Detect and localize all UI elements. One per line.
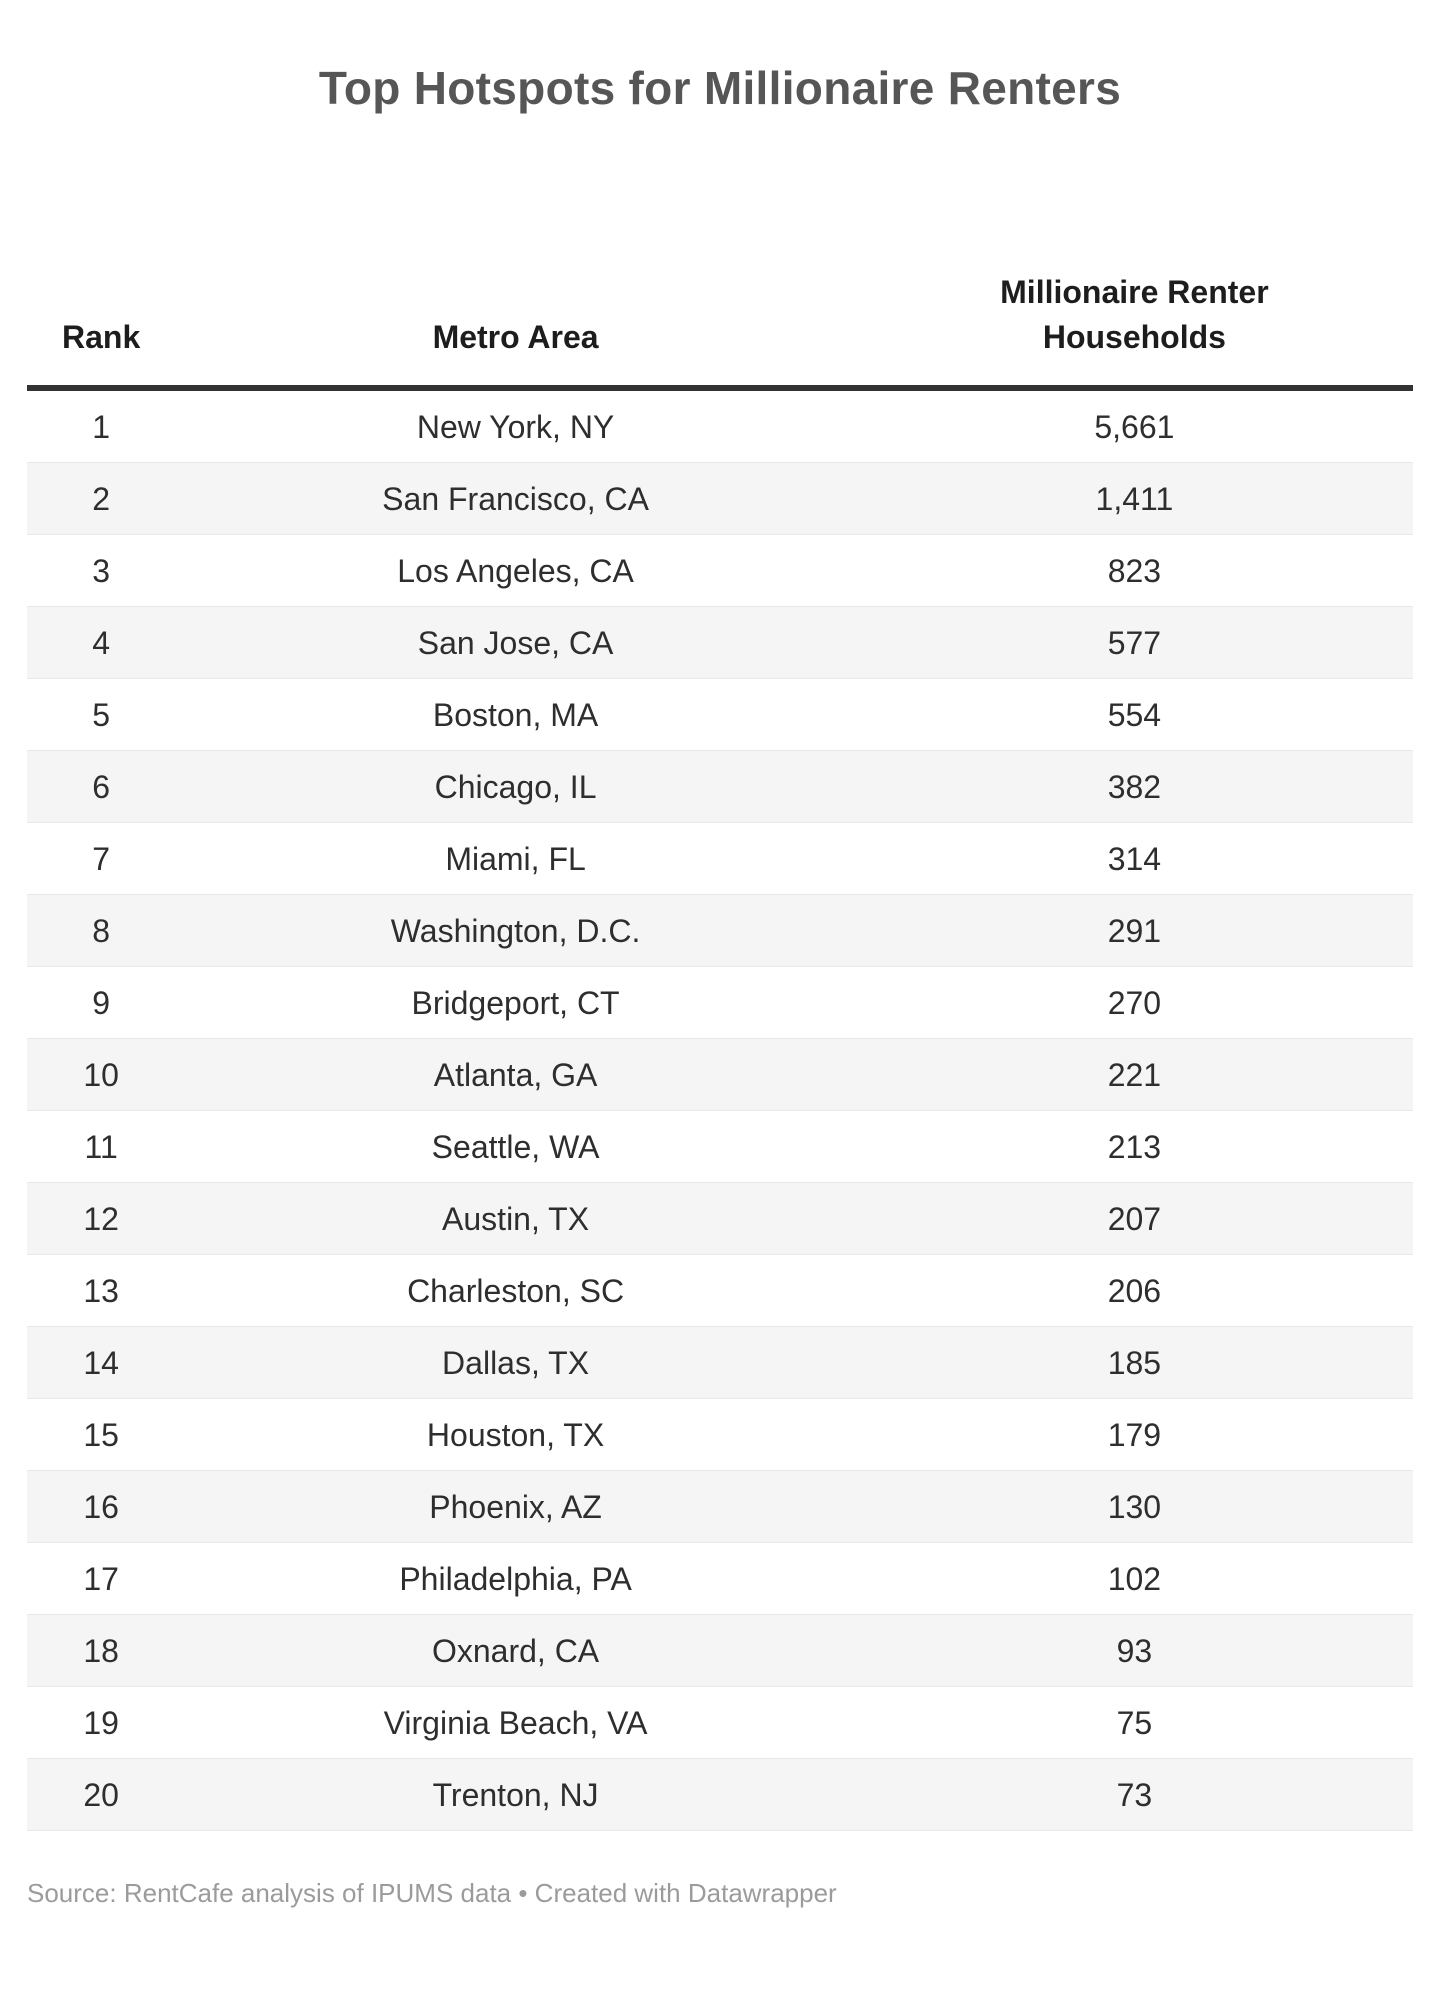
households-cell: 314 bbox=[1107, 840, 1162, 877]
rank-cell: 4 bbox=[92, 624, 111, 661]
households-cell: 73 bbox=[1116, 1776, 1153, 1813]
rank-cell: 6 bbox=[92, 768, 111, 805]
households-cell: 213 bbox=[1107, 1128, 1162, 1165]
rank-cell: 11 bbox=[84, 1128, 118, 1165]
table-row: 14 Dallas, TX 185 bbox=[27, 1327, 1413, 1400]
metro-cell: San Jose, CA bbox=[417, 624, 614, 661]
metro-cell: Oxnard, CA bbox=[431, 1632, 600, 1669]
metro-cell: Austin, TX bbox=[442, 1200, 590, 1237]
households-cell: 102 bbox=[1107, 1560, 1162, 1597]
rank-cell: 17 bbox=[83, 1560, 119, 1597]
table-row: 3 Los Angeles, CA 823 bbox=[27, 535, 1413, 608]
table-row: 15 Houston, TX 179 bbox=[27, 1399, 1413, 1472]
households-cell: 823 bbox=[1107, 552, 1162, 589]
table-body: 1 New York, NY 5,661 2 San Francisco, CA… bbox=[27, 391, 1413, 1832]
metro-cell: Los Angeles, CA bbox=[397, 552, 634, 589]
rank-cell: 16 bbox=[83, 1488, 119, 1525]
households-cell: 291 bbox=[1107, 912, 1162, 949]
households-cell: 93 bbox=[1116, 1632, 1153, 1669]
metro-cell: Seattle, WA bbox=[431, 1128, 600, 1165]
rank-cell: 8 bbox=[92, 912, 111, 949]
rank-cell: 2 bbox=[92, 480, 111, 517]
households-cell: 5,661 bbox=[1094, 408, 1175, 445]
table-row: 19 Virginia Beach, VA 75 bbox=[27, 1687, 1413, 1760]
households-cell: 185 bbox=[1107, 1344, 1162, 1381]
table-row: 7 Miami, FL 314 bbox=[27, 823, 1413, 896]
table-row: 17 Philadelphia, PA 102 bbox=[27, 1543, 1413, 1616]
metro-cell: Bridgeport, CT bbox=[411, 984, 620, 1021]
metro-cell: Atlanta, GA bbox=[433, 1056, 598, 1093]
rank-cell: 18 bbox=[83, 1632, 119, 1669]
metro-cell: Houston, TX bbox=[426, 1416, 605, 1453]
table-row: 18 Oxnard, CA 93 bbox=[27, 1615, 1413, 1688]
table-header-row: Rank Metro Area Millionaire Renter House… bbox=[27, 270, 1413, 392]
table-row: 2 San Francisco, CA 1,411 bbox=[27, 463, 1413, 536]
table-row: 4 San Jose, CA 577 bbox=[27, 607, 1413, 680]
households-cell: 382 bbox=[1107, 768, 1162, 805]
rank-cell: 15 bbox=[83, 1416, 119, 1453]
households-cell: 1,411 bbox=[1095, 480, 1174, 517]
rank-cell: 9 bbox=[92, 984, 111, 1021]
metro-cell: Phoenix, AZ bbox=[429, 1488, 602, 1525]
rank-cell: 13 bbox=[83, 1272, 119, 1309]
households-cell: 207 bbox=[1107, 1200, 1162, 1237]
chart-container: Top Hotspots for Millionaire Renters Ran… bbox=[0, 62, 1440, 2012]
column-header-rank: Rank bbox=[62, 318, 141, 355]
table-row: 13 Charleston, SC 206 bbox=[27, 1255, 1413, 1328]
table-row: 11 Seattle, WA 213 bbox=[27, 1111, 1413, 1184]
rank-cell: 5 bbox=[92, 696, 111, 733]
households-cell: 179 bbox=[1107, 1416, 1162, 1453]
data-table: Rank Metro Area Millionaire Renter House… bbox=[27, 270, 1413, 1832]
rank-cell: 14 bbox=[83, 1344, 119, 1381]
source-attribution: Source: RentCafe analysis of IPUMS data … bbox=[27, 1878, 837, 1909]
table-row: 6 Chicago, IL 382 bbox=[27, 751, 1413, 824]
households-cell: 206 bbox=[1107, 1272, 1162, 1309]
households-cell: 75 bbox=[1116, 1704, 1153, 1741]
metro-cell: San Francisco, CA bbox=[382, 480, 649, 517]
metro-cell: Miami, FL bbox=[445, 840, 586, 877]
rank-cell: 20 bbox=[83, 1776, 119, 1813]
rank-cell: 1 bbox=[92, 408, 111, 445]
column-header-millionaire-renter-households: Millionaire Renter Households bbox=[1000, 273, 1269, 355]
metro-cell: Boston, MA bbox=[432, 696, 599, 733]
metro-cell: Charleston, SC bbox=[407, 1272, 625, 1309]
rank-cell: 19 bbox=[83, 1704, 119, 1741]
metro-cell: Dallas, TX bbox=[442, 1344, 590, 1381]
table-row: 5 Boston, MA 554 bbox=[27, 679, 1413, 752]
rank-cell: 7 bbox=[92, 840, 111, 877]
metro-cell: Philadelphia, PA bbox=[399, 1560, 632, 1597]
rank-cell: 10 bbox=[83, 1056, 119, 1093]
households-cell: 130 bbox=[1107, 1488, 1162, 1525]
table-row: 20 Trenton, NJ 73 bbox=[27, 1759, 1413, 1832]
metro-cell: Trenton, NJ bbox=[432, 1776, 599, 1813]
table-row: 10 Atlanta, GA 221 bbox=[27, 1039, 1413, 1112]
table-row: 9 Bridgeport, CT 270 bbox=[27, 967, 1413, 1040]
column-header-metro-area: Metro Area bbox=[432, 318, 599, 355]
metro-cell: Virginia Beach, VA bbox=[383, 1704, 648, 1741]
table-row: 12 Austin, TX 207 bbox=[27, 1183, 1413, 1256]
metro-cell: Chicago, IL bbox=[434, 768, 597, 805]
households-cell: 270 bbox=[1107, 984, 1162, 1021]
table-row: 8 Washington, D.C. 291 bbox=[27, 895, 1413, 968]
metro-cell: New York, NY bbox=[416, 408, 615, 445]
metro-cell: Washington, D.C. bbox=[390, 912, 641, 949]
rank-cell: 12 bbox=[83, 1200, 119, 1237]
households-cell: 221 bbox=[1107, 1056, 1162, 1093]
table-row: 16 Phoenix, AZ 130 bbox=[27, 1471, 1413, 1544]
rank-cell: 3 bbox=[92, 552, 111, 589]
table-row: 1 New York, NY 5,661 bbox=[27, 391, 1413, 464]
chart-title: Top Hotspots for Millionaire Renters bbox=[318, 62, 1122, 114]
households-cell: 554 bbox=[1107, 696, 1162, 733]
households-cell: 577 bbox=[1107, 624, 1162, 661]
